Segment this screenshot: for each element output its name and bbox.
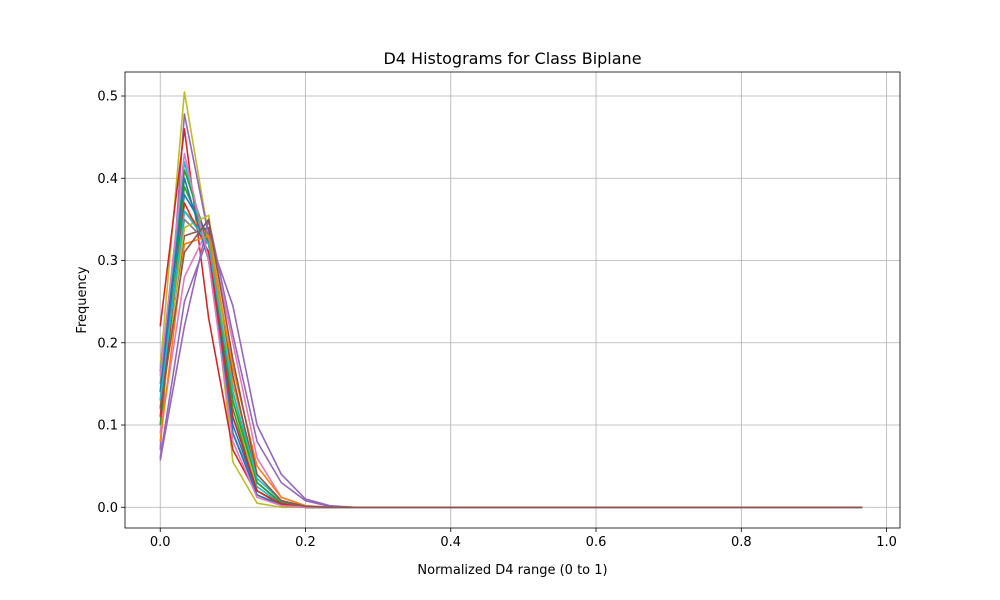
x-tick-label: 0.6 — [586, 535, 607, 550]
y-axis-label: Frequency — [75, 266, 90, 333]
x-tick-label: 0.4 — [440, 535, 461, 550]
x-tick-label: 1.0 — [876, 535, 897, 550]
y-tick-label: 0.3 — [97, 254, 118, 269]
ticks: 0.0 0.2 0.4 0.6 0.8 1.0 0.0 0.1 0.2 0.3 0.4 0.5 — [97, 90, 897, 550]
x-tick-label: 0.0 — [150, 535, 171, 550]
plot-frame — [124, 71, 901, 529]
series-group — [159, 91, 863, 509]
x-tick-label: 0.8 — [731, 535, 752, 550]
x-tick-label: 0.2 — [295, 535, 316, 550]
y-tick-label: 0.1 — [97, 419, 118, 434]
y-tick-label: 0.0 — [97, 501, 118, 516]
series-line — [159, 218, 863, 509]
chart-title: D4 Histograms for Class Biplane — [383, 49, 641, 68]
y-tick-label: 0.4 — [97, 172, 118, 187]
y-tick-label: 0.2 — [97, 336, 118, 351]
grid — [125, 72, 900, 528]
y-tick-label: 0.5 — [97, 90, 118, 105]
x-axis-label: Normalized D4 range (0 to 1) — [417, 563, 607, 578]
